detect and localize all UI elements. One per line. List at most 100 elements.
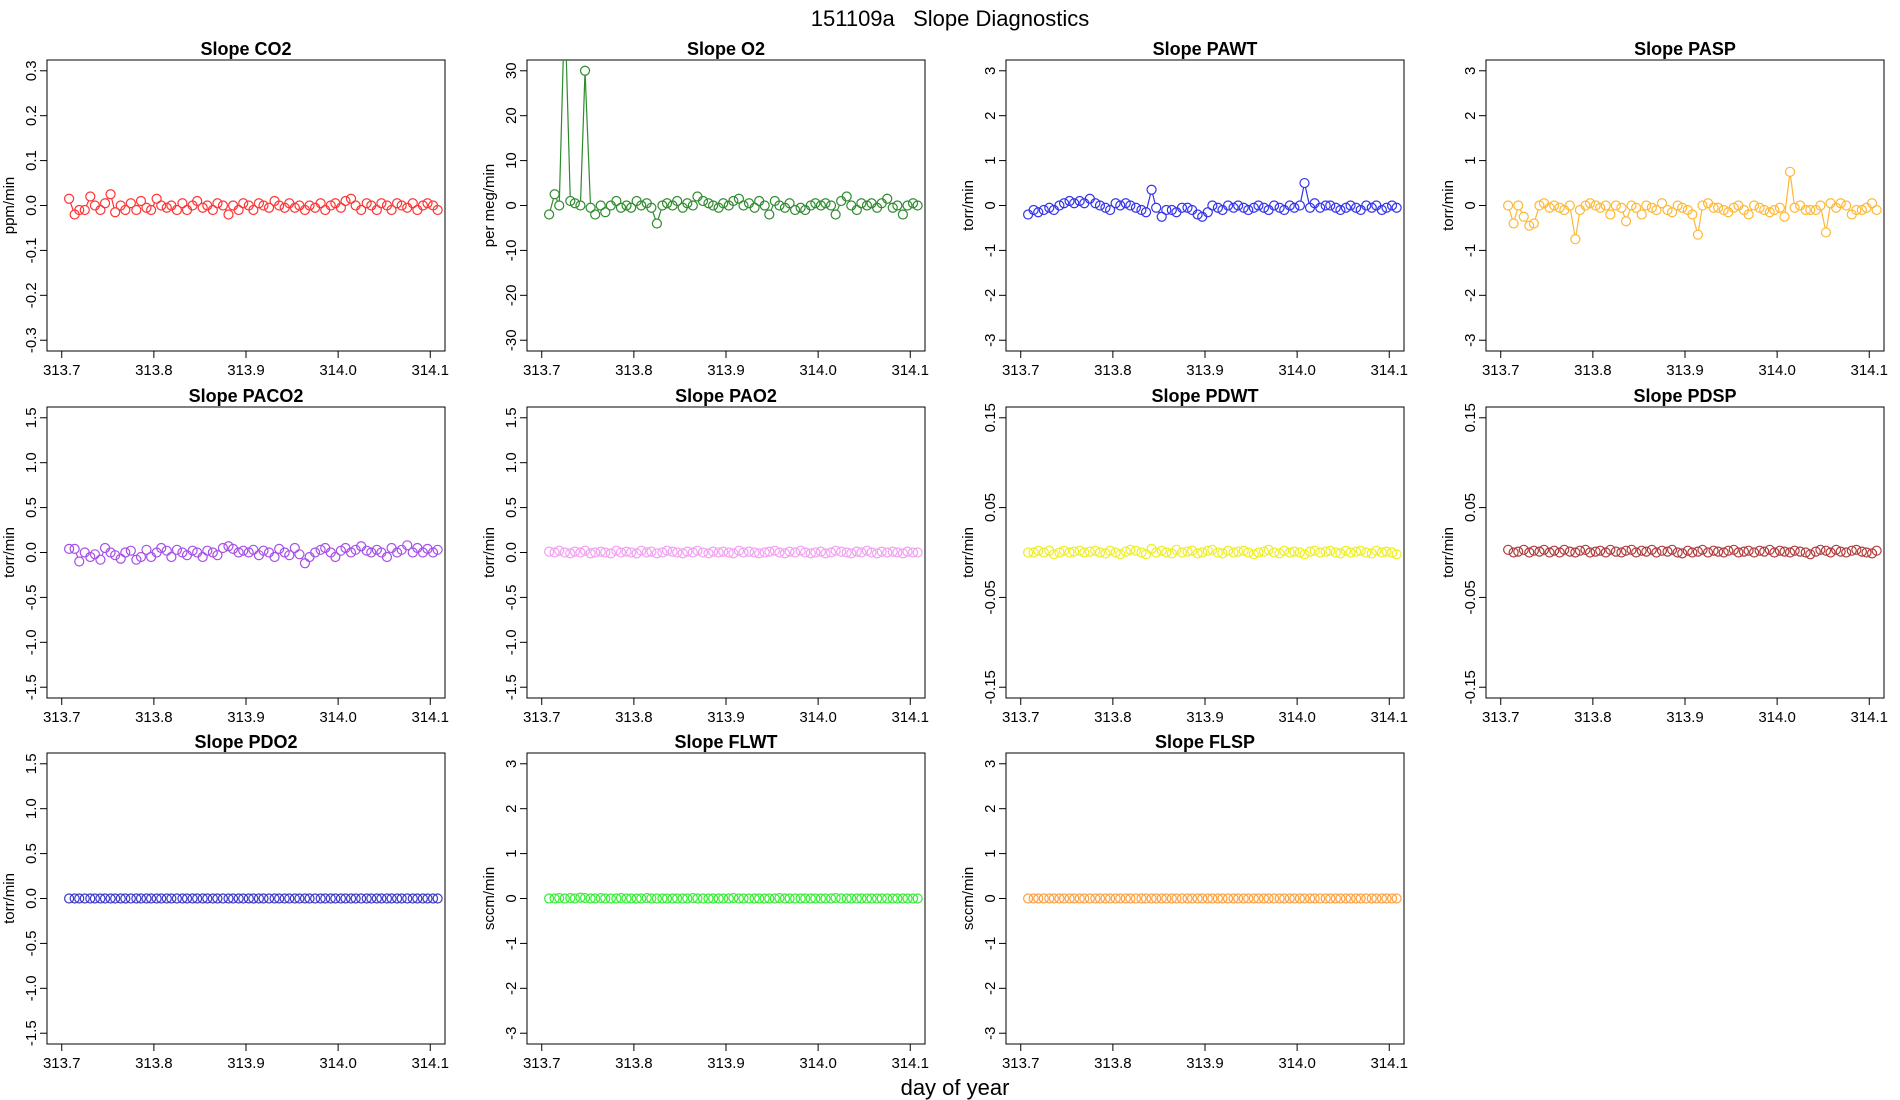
data-point (335, 893, 346, 904)
data-point (1391, 893, 1402, 904)
data-point (1738, 546, 1750, 557)
data-point (1064, 547, 1075, 558)
data-point (1620, 545, 1632, 556)
data-point (1212, 202, 1223, 213)
data-point (1835, 198, 1846, 209)
data-point (1161, 204, 1172, 216)
data-point (1228, 202, 1239, 213)
data-point (135, 893, 147, 904)
y-tick-label: 0 (503, 201, 520, 209)
data-point (1253, 200, 1264, 211)
data-point (1335, 893, 1346, 904)
data-point (1590, 200, 1601, 211)
y-tick-label: -1 (982, 244, 999, 257)
data-point (1130, 545, 1142, 556)
data-point (892, 547, 903, 558)
data-point (575, 200, 586, 211)
data-point (432, 544, 443, 555)
data-point (892, 893, 903, 904)
data-point (1054, 893, 1065, 904)
data-point (1656, 545, 1668, 556)
y-tick-label: 3 (503, 760, 520, 768)
data-point (626, 893, 637, 904)
x-tick-label: 313.8 (615, 1055, 653, 1072)
data-point (125, 545, 136, 556)
data-point (340, 893, 351, 904)
data-point (1835, 546, 1846, 557)
y-tick-label: -3 (982, 334, 999, 347)
x-tick-label: 313.9 (1186, 362, 1224, 379)
panel-title: Slope PDWT (1152, 386, 1259, 406)
data-point (1851, 544, 1862, 555)
x-tick-label: 314.0 (319, 1055, 357, 1072)
data-point (85, 191, 96, 202)
data-point (1315, 893, 1326, 904)
data-point (1299, 177, 1310, 189)
data-point (1038, 204, 1049, 216)
series-segment (85, 200, 90, 207)
data-point (1320, 546, 1331, 557)
data-point (1253, 893, 1264, 904)
data-point (1600, 200, 1611, 211)
data-point (1538, 544, 1550, 555)
data-point (1054, 547, 1065, 558)
series-segment (657, 209, 662, 220)
y-tick-label: 0.0 (23, 542, 40, 563)
data-point (1687, 209, 1698, 220)
data-point (233, 204, 244, 216)
y-tick-label: -1.0 (503, 629, 520, 655)
data-point (1789, 545, 1800, 556)
data-point (171, 544, 183, 555)
data-point (887, 546, 898, 557)
data-point (1841, 200, 1852, 211)
data-point (1263, 893, 1274, 904)
data-point (207, 204, 218, 216)
data-point (687, 547, 698, 558)
data-point (595, 546, 606, 557)
data-point (1258, 202, 1270, 213)
data-point (575, 892, 586, 903)
series-group (64, 893, 443, 904)
data-point (1687, 547, 1698, 558)
data-point (432, 893, 443, 904)
data-point (135, 551, 147, 563)
data-point (1381, 202, 1392, 213)
plot-frame (1005, 752, 1405, 1045)
data-point (1728, 202, 1739, 213)
data-point (595, 200, 606, 211)
data-point (1074, 545, 1085, 556)
data-point (631, 893, 642, 904)
data-point (1503, 200, 1514, 211)
data-point (585, 548, 596, 559)
data-point (672, 195, 683, 207)
data-point (1212, 893, 1223, 904)
x-tick-label: 313.8 (1094, 709, 1132, 726)
data-point (1233, 546, 1244, 557)
data-point (795, 202, 806, 213)
data-point (233, 893, 244, 904)
data-point (315, 544, 326, 555)
data-point (1161, 547, 1172, 558)
data-point (646, 546, 657, 557)
data-point (371, 893, 382, 904)
data-point (1038, 547, 1049, 558)
data-point (1248, 202, 1259, 213)
data-point (253, 198, 264, 209)
data-point (554, 200, 565, 211)
data-point (657, 547, 668, 558)
data-point (677, 548, 688, 559)
y-tick-label: -1.0 (23, 975, 40, 1001)
data-point (892, 200, 903, 211)
data-point (856, 198, 867, 209)
data-point (1662, 546, 1673, 557)
data-point (1340, 202, 1352, 213)
data-point (687, 200, 698, 211)
data-point (1258, 546, 1270, 557)
data-point (1033, 545, 1044, 556)
data-point (1197, 893, 1208, 904)
data-point (1605, 209, 1616, 220)
series-segment (1304, 187, 1310, 204)
data-point (1176, 893, 1188, 904)
data-point (284, 893, 295, 904)
series-segment (1569, 209, 1576, 235)
